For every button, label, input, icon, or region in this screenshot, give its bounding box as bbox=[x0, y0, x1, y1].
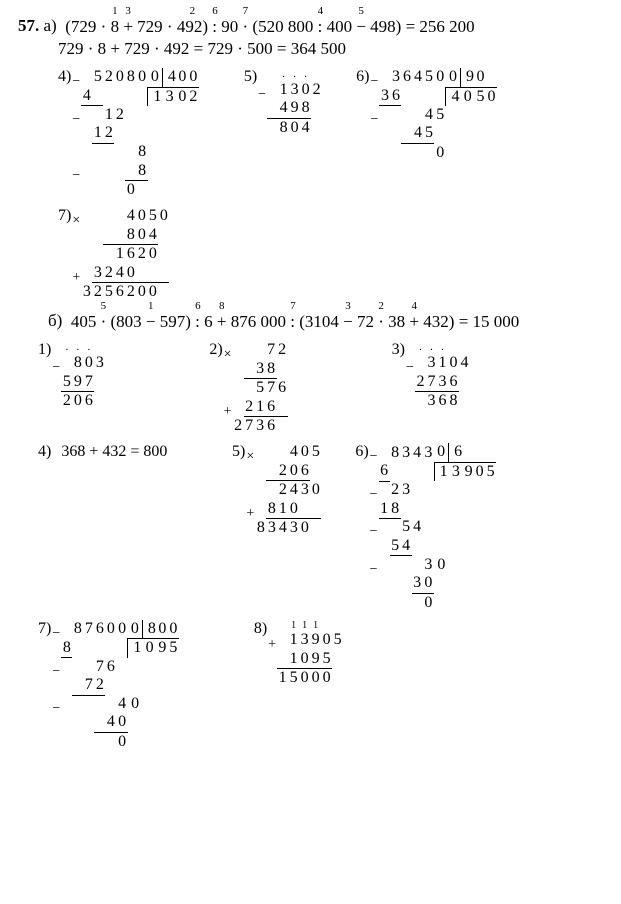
expr-a: (729 · 18 3+ 729 · 2492) 6: 90 7· (520 8… bbox=[65, 16, 474, 38]
part-a-label: а) bbox=[44, 16, 57, 36]
a-row1: 4) 520800 400 4 1302 12 12 8 8 0 5) ... … bbox=[58, 68, 603, 199]
part-b-label: б) bbox=[48, 311, 62, 331]
a-step5: 5) ... 1302 498 804 bbox=[244, 68, 322, 199]
b-step3: 3) ... 3104 2736 368 bbox=[392, 341, 470, 435]
b-step5: 5) 405 206 2430 810 83430 bbox=[232, 443, 321, 612]
problem-b-expression: б) 405 5· (803 1− 597) 6: 6 8+ 876 000 7… bbox=[48, 311, 603, 333]
problem-a-expression: 57. а) (729 · 18 3+ 729 · 2492) 6: 90 7·… bbox=[18, 16, 603, 38]
a-step4: 4) 520800 400 4 1302 12 12 8 8 0 bbox=[58, 68, 210, 199]
b-step8: 8) 111 13905 1095 15000 bbox=[254, 620, 343, 751]
b-row1: 1) ... 803 597 206 2) 72 38 576 216 2736… bbox=[38, 341, 603, 435]
a-line2: 729 · 8 + 729 · 492 = 729 · 500 = 364 50… bbox=[58, 38, 603, 60]
problem-number: 57. bbox=[18, 16, 39, 36]
a-row2: 7) 4050 804 1620 3240 3256200 bbox=[58, 207, 603, 301]
b-row3: 7) 876000 800 8 1095 76 72 40 40 0 8) 11… bbox=[38, 620, 603, 751]
b-step2: 2) 72 38 576 216 2736 bbox=[209, 341, 287, 435]
b-step1: 1) ... 803 597 206 bbox=[38, 341, 105, 435]
b-step7: 7) 876000 800 8 1095 76 72 40 40 0 bbox=[38, 620, 190, 751]
b-row2: 4) 368 + 432 = 800 5) 405 206 2430 810 8… bbox=[38, 443, 603, 612]
a-step7: 7) 4050 804 1620 3240 3256200 bbox=[58, 207, 169, 301]
expr-b: 405 5· (803 1− 597) 6: 6 8+ 876 000 7: (… bbox=[71, 311, 519, 333]
b-step4: 4) 368 + 432 = 800 bbox=[38, 443, 198, 612]
a-step6: 6) 364500 90 36 4050 45 45 0 bbox=[356, 68, 508, 199]
b-step6: 6) 83430 6 6 13905 23 18 54 54 30 30 0 bbox=[355, 443, 507, 612]
